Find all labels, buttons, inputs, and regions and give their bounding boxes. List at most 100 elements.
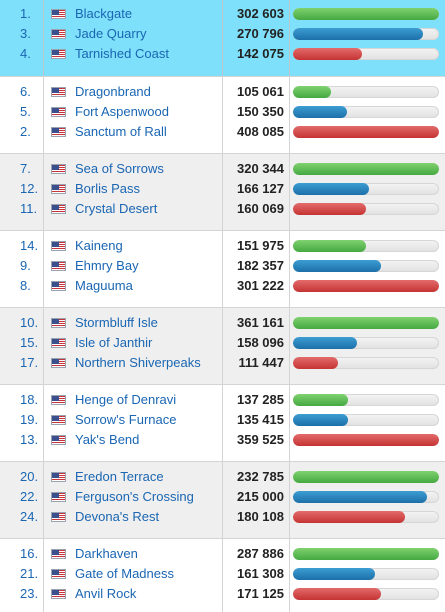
us-flag-icon xyxy=(51,184,66,194)
server-name-link[interactable]: Gate of Madness xyxy=(75,566,174,581)
matchup-group: 20. Eredon Terrace 232 785 22. Ferguson'… xyxy=(0,461,445,538)
score-value: 161 308 xyxy=(237,566,284,581)
score-bar xyxy=(293,8,439,20)
us-flag-icon xyxy=(51,261,66,271)
server-row: 12. Borlis Pass 166 127 xyxy=(0,179,445,199)
server-name-link[interactable]: Sanctum of Rall xyxy=(75,124,167,139)
score-bar-fill xyxy=(293,394,349,406)
server-name-link[interactable]: Isle of Janthir xyxy=(75,335,153,350)
score-bar xyxy=(293,471,439,483)
rank-label: 21. xyxy=(20,566,39,581)
server-name-link[interactable]: Sea of Sorrows xyxy=(75,161,164,176)
us-flag-icon xyxy=(51,435,66,445)
server-row: 9. Ehmry Bay 182 357 xyxy=(0,256,445,276)
score-value: 215 000 xyxy=(237,489,284,504)
us-flag-icon xyxy=(51,472,66,482)
score-bar xyxy=(293,588,439,600)
server-name-link[interactable]: Fort Aspenwood xyxy=(75,104,169,119)
us-flag-icon xyxy=(51,204,66,214)
score-value: 270 796 xyxy=(237,26,284,41)
score-bar xyxy=(293,280,439,292)
server-name-link[interactable]: Dragonbrand xyxy=(75,84,151,99)
score-bar xyxy=(293,260,439,272)
score-value: 408 085 xyxy=(237,124,284,139)
score-value: 359 525 xyxy=(237,432,284,447)
rank-label: 5. xyxy=(20,104,31,119)
server-row: 6. Dragonbrand 105 061 xyxy=(0,82,445,102)
rank-label: 17. xyxy=(20,355,39,370)
server-row: 1. Blackgate 302 603 xyxy=(0,4,445,24)
us-flag-icon xyxy=(51,395,66,405)
score-bar xyxy=(293,491,439,503)
rank-label: 12. xyxy=(20,181,39,196)
server-row: 14. Kaineng 151 975 xyxy=(0,236,445,256)
server-row: 22. Ferguson's Crossing 215 000 xyxy=(0,487,445,507)
server-row: 11. Crystal Desert 160 069 xyxy=(0,199,445,219)
server-name-link[interactable]: Sorrow's Furnace xyxy=(75,412,177,427)
score-bar xyxy=(293,106,439,118)
us-flag-icon xyxy=(51,569,66,579)
matchup-group: 16. Darkhaven 287 886 21. Gate of Madnes… xyxy=(0,538,445,612)
rank-label: 9. xyxy=(20,258,31,273)
score-value: 361 161 xyxy=(237,315,284,330)
server-name-link[interactable]: Yak's Bend xyxy=(75,432,140,447)
matchup-group: 6. Dragonbrand 105 061 5. Fort Aspenwood… xyxy=(0,76,445,153)
score-value: 160 069 xyxy=(237,201,284,216)
server-name-link[interactable]: Eredon Terrace xyxy=(75,469,164,484)
server-row: 18. Henge of Denravi 137 285 xyxy=(0,390,445,410)
score-value: 232 785 xyxy=(237,469,284,484)
server-name-link[interactable]: Northern Shiverpeaks xyxy=(75,355,201,370)
score-bar xyxy=(293,240,439,252)
rank-label: 4. xyxy=(20,46,31,61)
score-bar-fill xyxy=(293,240,366,252)
server-name-link[interactable]: Kaineng xyxy=(75,238,123,253)
rank-label: 15. xyxy=(20,335,39,350)
rank-label: 22. xyxy=(20,489,39,504)
us-flag-icon xyxy=(51,589,66,599)
rank-label: 8. xyxy=(20,278,31,293)
matchup-group: 10. Stormbluff Isle 361 161 15. Isle of … xyxy=(0,307,445,384)
server-name-link[interactable]: Darkhaven xyxy=(75,546,138,561)
server-name-link[interactable]: Tarnished Coast xyxy=(75,46,169,61)
score-bar-fill xyxy=(293,163,439,175)
score-value: 180 108 xyxy=(237,509,284,524)
score-value: 171 125 xyxy=(237,586,284,601)
score-value: 302 603 xyxy=(237,6,284,21)
server-name-link[interactable]: Stormbluff Isle xyxy=(75,315,158,330)
us-flag-icon xyxy=(51,9,66,19)
matchup-group: 14. Kaineng 151 975 9. Ehmry Bay 182 357… xyxy=(0,230,445,307)
matchup-group: 1. Blackgate 302 603 3. Jade Quarry 270 … xyxy=(0,0,445,76)
score-value: 158 096 xyxy=(237,335,284,350)
score-bar-fill xyxy=(293,434,439,446)
rank-label: 11. xyxy=(20,201,38,216)
score-bar-fill xyxy=(293,126,439,138)
server-name-link[interactable]: Ehmry Bay xyxy=(75,258,139,273)
score-value: 135 415 xyxy=(237,412,284,427)
server-name-link[interactable]: Maguuma xyxy=(75,278,133,293)
server-name-link[interactable]: Crystal Desert xyxy=(75,201,158,216)
score-value: 150 350 xyxy=(237,104,284,119)
score-bar xyxy=(293,126,439,138)
matchup-group: 18. Henge of Denravi 137 285 19. Sorrow'… xyxy=(0,384,445,461)
server-name-link[interactable]: Ferguson's Crossing xyxy=(75,489,194,504)
server-name-link[interactable]: Henge of Denravi xyxy=(75,392,177,407)
us-flag-icon xyxy=(51,49,66,59)
server-name-link[interactable]: Devona's Rest xyxy=(75,509,160,524)
score-bar-fill xyxy=(293,260,382,272)
us-flag-icon xyxy=(51,281,66,291)
server-name-link[interactable]: Borlis Pass xyxy=(75,181,141,196)
rank-label: 6. xyxy=(20,84,31,99)
score-bar xyxy=(293,317,439,329)
server-row: 10. Stormbluff Isle 361 161 xyxy=(0,313,445,333)
server-name-link[interactable]: Blackgate xyxy=(75,6,133,21)
us-flag-icon xyxy=(51,241,66,251)
server-name-link[interactable]: Jade Quarry xyxy=(75,26,147,41)
us-flag-icon xyxy=(51,318,66,328)
score-bar-fill xyxy=(293,86,331,98)
score-bar xyxy=(293,394,439,406)
server-row: 2. Sanctum of Rall 408 085 xyxy=(0,122,445,142)
server-name-link[interactable]: Anvil Rock xyxy=(75,586,137,601)
score-bar-fill xyxy=(293,317,439,329)
score-bar-fill xyxy=(293,357,339,369)
